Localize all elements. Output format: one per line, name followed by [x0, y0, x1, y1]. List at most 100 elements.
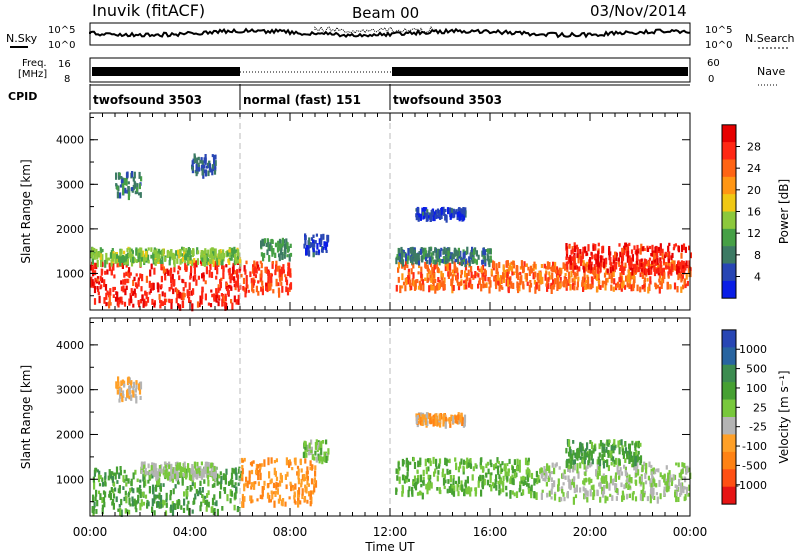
- data-cell: [214, 470, 217, 478]
- data-cell: [243, 496, 246, 502]
- data-cell: [613, 445, 616, 451]
- data-cell: [680, 252, 683, 259]
- data-cell: [633, 453, 636, 461]
- data-cell: [441, 282, 444, 287]
- data-cell: [625, 275, 628, 282]
- data-cell: [105, 252, 108, 258]
- data-cell: [585, 466, 588, 472]
- data-cell: [204, 157, 207, 165]
- data-cell: [453, 485, 456, 492]
- data-cell: [667, 275, 670, 279]
- data-cell: [104, 480, 107, 486]
- data-cell: [668, 266, 671, 275]
- data-cell: [486, 461, 489, 466]
- data-cell: [101, 504, 104, 510]
- data-cell: [188, 296, 191, 303]
- data-cell: [233, 468, 236, 474]
- data-cell: [555, 269, 558, 274]
- data-cell: [190, 468, 193, 475]
- data-cell: [222, 252, 225, 259]
- data-cell: [628, 493, 631, 498]
- data-cell: [630, 284, 633, 292]
- data-cell: [583, 270, 586, 278]
- data-cell: [651, 244, 654, 253]
- data-cell: [449, 420, 452, 428]
- data-cell: [173, 467, 176, 473]
- data-cell: [201, 487, 204, 493]
- data-cell: [599, 255, 602, 263]
- data-cell: [200, 501, 203, 507]
- data-cell: [475, 259, 478, 265]
- data-cell: [201, 291, 204, 299]
- data-cell: [513, 492, 516, 497]
- colorbar-swatch: [722, 451, 736, 470]
- data-cell: [284, 474, 287, 480]
- data-cell: [134, 393, 137, 399]
- data-cell: [187, 467, 190, 473]
- freq-right-tick-bottom: 0: [708, 74, 714, 85]
- data-cell: [134, 503, 137, 510]
- data-cell: [554, 261, 557, 269]
- data-cell: [224, 474, 227, 481]
- data-cell: [608, 482, 611, 491]
- data-cell: [274, 269, 277, 276]
- data-cell: [286, 287, 290, 296]
- data-cell: [299, 458, 302, 466]
- data-cell: [497, 480, 500, 485]
- data-cell: [486, 253, 489, 261]
- data-cell: [148, 486, 151, 494]
- data-cell: [161, 263, 164, 269]
- data-cell: [582, 246, 585, 254]
- data-cell: [309, 243, 312, 249]
- data-cell: [161, 256, 164, 264]
- data-cell: [145, 254, 148, 261]
- data-cell: [574, 245, 577, 253]
- data-cell: [684, 246, 687, 253]
- data-cell: [201, 273, 204, 279]
- data-cell: [126, 248, 129, 253]
- data-cell: [312, 249, 315, 257]
- data-cell: [667, 475, 670, 483]
- data-cell: [425, 483, 428, 490]
- data-cell: [617, 257, 620, 262]
- data-cell: [98, 483, 102, 487]
- data-cell: [464, 270, 467, 278]
- data-cell: [523, 261, 526, 268]
- data-cell: [625, 451, 629, 457]
- data-cell: [198, 302, 201, 308]
- data-cell: [609, 475, 613, 484]
- data-cell: [252, 289, 255, 294]
- cpid-segment-label: twofsound 3503: [93, 93, 202, 107]
- data-cell: [422, 469, 425, 477]
- data-cell: [184, 466, 187, 471]
- data-cell: [214, 166, 217, 172]
- data-cell: [276, 265, 279, 272]
- data-cell: [654, 259, 657, 266]
- freq-panel-frame: [89, 57, 691, 83]
- data-cell: [141, 274, 144, 282]
- data-cell: [259, 260, 262, 264]
- data-cell: [550, 477, 553, 482]
- data-cell: [99, 493, 102, 500]
- data-cell: [194, 493, 197, 500]
- data-cell: [484, 249, 487, 256]
- data-cell: [215, 291, 218, 297]
- data-cell: [448, 458, 451, 464]
- data-cell: [250, 469, 254, 475]
- data-cell: [474, 487, 477, 492]
- data-cell: [437, 213, 440, 218]
- data-cell: [140, 250, 143, 256]
- data-cell: [588, 463, 592, 468]
- data-cell: [514, 471, 517, 479]
- data-cell: [637, 450, 640, 455]
- data-cell: [124, 278, 127, 285]
- data-cell: [189, 255, 192, 261]
- data-cell: [490, 484, 493, 492]
- data-cell: [532, 272, 535, 280]
- data-cell: [124, 187, 127, 194]
- data-cell: [177, 270, 180, 275]
- data-cell: [628, 479, 631, 486]
- data-cell: [686, 280, 689, 286]
- data-cell: [426, 273, 429, 280]
